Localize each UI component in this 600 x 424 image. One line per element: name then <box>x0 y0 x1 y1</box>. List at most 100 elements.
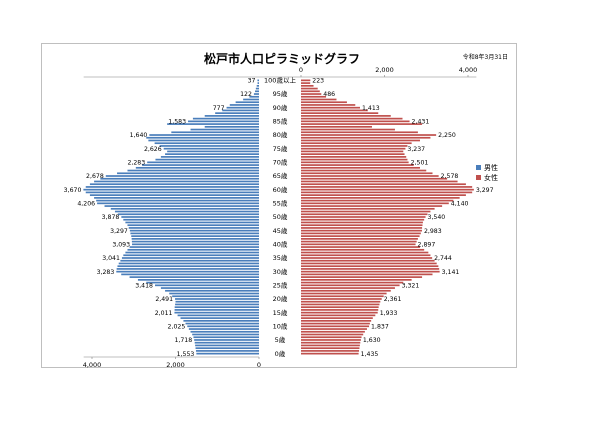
female-bar <box>301 276 423 278</box>
female-bar <box>301 125 372 128</box>
female-bar <box>301 224 423 227</box>
female-bar <box>301 164 414 166</box>
female-bar <box>301 246 420 248</box>
male-bar <box>146 136 259 139</box>
male-bar <box>132 243 259 246</box>
female-bar <box>301 180 458 183</box>
female-value-label: 1,435 <box>361 351 379 358</box>
female-bar <box>301 273 433 276</box>
female-bar <box>301 262 437 265</box>
male-bar <box>131 235 259 237</box>
male-bar <box>142 164 259 166</box>
male-value-label: 3,670 <box>64 187 82 194</box>
female-bar <box>301 147 406 150</box>
female-bar <box>301 284 400 287</box>
female-bar <box>301 186 473 188</box>
female-bar <box>301 216 426 218</box>
female-bar <box>301 207 435 210</box>
female-bar <box>301 87 318 90</box>
female-bar <box>301 257 433 259</box>
age-label: 45歳 <box>273 226 288 235</box>
female-bar <box>301 123 423 125</box>
female-bar <box>301 95 327 98</box>
male-bar <box>121 273 259 276</box>
female-bar <box>301 303 380 306</box>
female-bar <box>301 117 403 120</box>
age-label: 5歳 <box>275 335 286 344</box>
male-bar <box>155 284 259 287</box>
age-label: 0歳 <box>275 349 286 358</box>
male-bar <box>165 153 259 155</box>
male-bar <box>165 289 259 292</box>
value-labels: 37 223 122 486 777 1,413 1,583 2,431 1,640 2,250 2… <box>64 78 494 358</box>
male-value-label: 2,283 <box>127 160 145 167</box>
male-value-label: 3,283 <box>97 269 115 276</box>
female-bar <box>301 218 425 221</box>
age-label: 95歳 <box>273 89 288 98</box>
female-bars <box>301 79 474 355</box>
female-bar <box>301 213 428 216</box>
age-label: 35歳 <box>273 253 288 262</box>
female-bar <box>301 199 454 202</box>
age-label: 10歳 <box>273 322 288 331</box>
female-value-label: 486 <box>323 91 335 98</box>
female-bar <box>301 238 418 240</box>
male-bar <box>195 344 259 347</box>
male-bar <box>129 229 259 232</box>
female-value-label: 2,744 <box>434 255 452 262</box>
age-label: 60歳 <box>273 185 288 194</box>
male-bar <box>120 259 259 262</box>
male-bar <box>94 180 260 183</box>
male-bar <box>127 169 259 172</box>
age-label: 80歳 <box>273 130 288 139</box>
age-label: 65歳 <box>273 171 288 180</box>
top-axis-tick-label: 2,000 <box>375 66 394 74</box>
male-bar <box>83 188 259 191</box>
female-bar <box>301 240 417 243</box>
female-bar <box>301 191 473 194</box>
male-value-label: 3,041 <box>102 255 120 262</box>
female-bar <box>301 248 425 251</box>
female-bar <box>301 120 410 123</box>
male-bar <box>148 139 259 142</box>
female-bar <box>301 101 347 104</box>
female-bar <box>301 350 360 352</box>
male-bar <box>159 145 259 147</box>
male-value-label: 2,626 <box>144 146 162 153</box>
male-bar <box>253 93 259 95</box>
male-bar <box>123 218 259 221</box>
age-label: 30歳 <box>273 267 288 276</box>
female-bar <box>301 109 368 112</box>
female-bar <box>301 210 431 213</box>
male-bar <box>96 199 259 202</box>
male-bar <box>174 306 259 309</box>
male-bar <box>196 352 259 355</box>
female-value-label: 2,431 <box>412 119 430 126</box>
female-bar <box>301 227 423 229</box>
male-bar <box>167 150 259 153</box>
female-value-label: 4,140 <box>451 201 469 208</box>
female-bar <box>301 90 320 93</box>
female-value-label: 3,141 <box>442 269 460 276</box>
female-bar <box>301 172 433 175</box>
male-bar <box>89 183 259 186</box>
male-bar <box>129 276 259 278</box>
female-value-label: 2,897 <box>418 242 436 249</box>
female-bar <box>301 166 420 169</box>
age-label: 25歳 <box>273 281 288 290</box>
male-value-label: 2,025 <box>168 324 186 331</box>
age-label: 55歳 <box>273 199 288 208</box>
male-bar <box>167 123 259 125</box>
male-bar <box>169 292 259 295</box>
female-bar <box>301 300 381 303</box>
age-label: 40歳 <box>273 240 288 249</box>
male-bar <box>188 120 259 123</box>
female-value-label: 3,237 <box>407 146 425 153</box>
female-bar <box>301 136 431 139</box>
male-bar <box>257 82 259 84</box>
male-bar <box>229 104 259 106</box>
female-value-label: 1,837 <box>371 324 389 331</box>
male-bar <box>116 268 259 270</box>
female-bar <box>301 112 379 115</box>
male-bar <box>117 172 259 175</box>
